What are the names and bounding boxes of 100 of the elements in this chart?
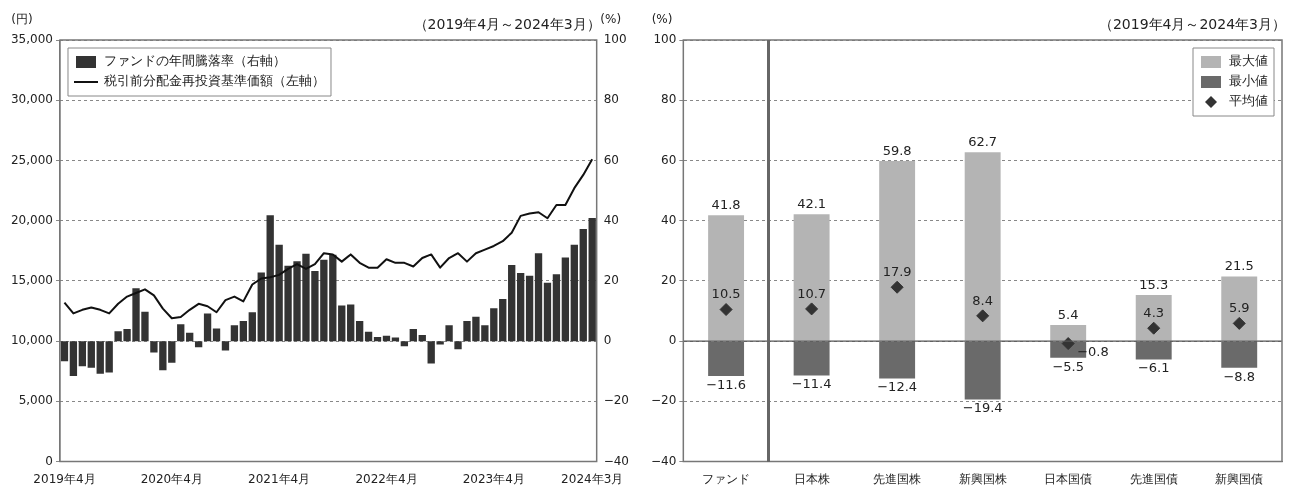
point (1232, 316, 1246, 330)
y2-tick-label: 20 (603, 273, 619, 288)
y-tick-label: −40 (651, 453, 677, 468)
bar (203, 313, 212, 342)
data-label: −12.4 (877, 379, 918, 395)
bar (879, 161, 916, 341)
y2-tick-label: 0 (603, 333, 612, 348)
bar (409, 329, 417, 342)
bar (561, 257, 570, 342)
bar (194, 341, 203, 348)
bar (1221, 341, 1258, 368)
y-tick-label: −20 (651, 393, 677, 408)
bar (257, 272, 265, 342)
y-tick-label: 0 (668, 333, 677, 348)
y-tick-label: 35,000 (10, 32, 53, 47)
x-tick-label: 2024年3月 (561, 471, 624, 486)
bar (78, 341, 87, 367)
bar (418, 335, 426, 342)
data-label: 10.5 (711, 286, 741, 302)
x-tick-label: 日本株 (793, 471, 830, 486)
y-tick-label: 80 (661, 92, 677, 107)
y-axis-title: (円) (11, 12, 33, 27)
bar (793, 214, 830, 341)
x-tick-label: 2022年4月 (355, 471, 418, 486)
bar (570, 244, 578, 342)
bar (1221, 276, 1258, 341)
y-tick-label: 20,000 (10, 212, 53, 227)
bar (1135, 341, 1172, 360)
y-tick-label: 40 (661, 212, 677, 227)
bar (499, 298, 507, 342)
y2-tick-label: 80 (603, 92, 619, 107)
bar (338, 305, 346, 342)
bar (212, 328, 221, 342)
bar (230, 325, 239, 342)
bar (516, 273, 525, 342)
bar (1050, 324, 1087, 341)
legend-label: 最大値 (1229, 53, 1268, 69)
data-label: 15.3 (1139, 276, 1169, 292)
bar (579, 229, 587, 342)
y2-tick-label: 100 (603, 32, 627, 47)
data-label: 10.7 (797, 285, 827, 301)
x-tick-label: 2021年4月 (248, 471, 311, 486)
bar (186, 332, 194, 342)
data-label: 21.5 (1224, 258, 1254, 274)
point (1147, 321, 1161, 335)
y-tick-label: 5,000 (18, 393, 53, 408)
data-label: 5.4 (1057, 306, 1079, 322)
y2-tick-label: 40 (603, 212, 619, 227)
point (890, 280, 904, 294)
legend-label: 最小値 (1229, 73, 1268, 89)
bar (879, 341, 916, 379)
data-label: 41.8 (711, 197, 741, 213)
y-tick-label: 60 (661, 152, 677, 167)
bar (508, 264, 516, 342)
bar (588, 217, 596, 342)
bar (964, 152, 1001, 341)
point (976, 309, 990, 323)
data-label: 4.3 (1143, 305, 1165, 321)
x-tick-label: 日本国債 (1044, 471, 1093, 486)
bar (964, 341, 1001, 400)
bar (534, 253, 543, 342)
bar (454, 341, 462, 350)
data-label: 42.1 (797, 196, 827, 212)
y-tick-label: 10,000 (10, 333, 53, 348)
bar (177, 324, 185, 342)
x-tick-label: 新興国債 (1215, 471, 1264, 486)
point (805, 302, 819, 316)
y2-tick-label: −20 (603, 393, 629, 408)
bar (400, 341, 409, 347)
x-tick-label: 2019年4月 (33, 471, 96, 486)
y2-tick-label: −40 (603, 453, 629, 468)
bar (87, 341, 95, 368)
bar (221, 341, 230, 351)
bar (708, 341, 745, 377)
bar (60, 341, 69, 362)
bar (793, 341, 830, 376)
y-tick-label: 0 (45, 453, 53, 468)
bar (373, 336, 382, 342)
y-tick-label: 100 (653, 32, 677, 47)
data-label: 5.9 (1228, 300, 1250, 316)
data-label: 8.4 (972, 292, 994, 308)
x-tick-label: ファンド (702, 471, 751, 486)
data-label: −11.6 (706, 376, 747, 392)
y2-tick-label: 60 (603, 152, 619, 167)
bar (355, 320, 364, 342)
y-tick-label: 25,000 (10, 152, 53, 167)
x-tick-label: 2020年4月 (140, 471, 203, 486)
x-tick-label: 2023年4月 (462, 471, 525, 486)
y-axis-title: (%) (651, 12, 673, 27)
bar (525, 275, 534, 342)
y-tick-label: 20 (661, 273, 677, 288)
chart-title: （2019年4月～2024年3月） (1098, 15, 1286, 32)
x-tick-label: 先進国株 (873, 471, 922, 486)
bar (552, 274, 561, 342)
data-label: −11.4 (791, 376, 832, 392)
bar (445, 325, 453, 342)
legend-label: 税引前分配金再投資基準価額（左軸） (103, 73, 325, 89)
bar (347, 304, 355, 342)
y2-axis-title: (%) (600, 12, 622, 27)
data-label: −6.1 (1137, 360, 1170, 376)
